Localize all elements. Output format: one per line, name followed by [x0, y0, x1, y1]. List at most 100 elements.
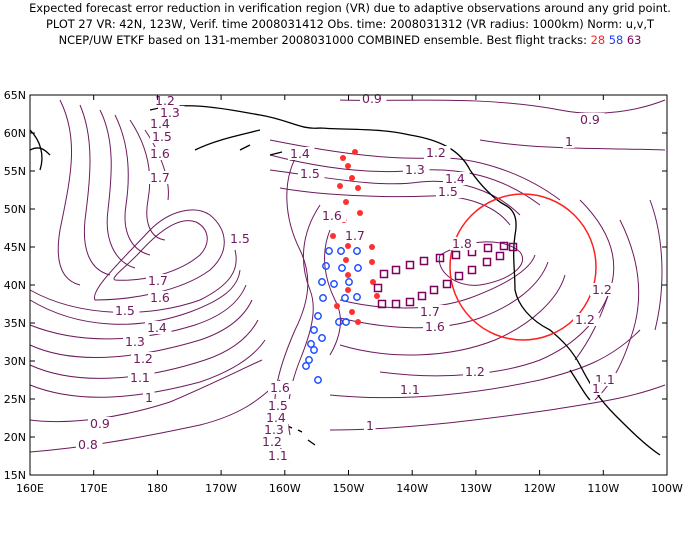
contour-label: 1.2: [133, 351, 153, 366]
contour-far-right-1: [649, 199, 663, 331]
contour-upper-left-1.5: [114, 114, 151, 256]
track-58-point: [319, 294, 327, 302]
track-28-point: [349, 175, 355, 181]
track-28-point: [369, 259, 375, 265]
track-63-point: [429, 285, 439, 295]
contour-label: 1.5: [300, 166, 320, 181]
contour-label: 1: [592, 381, 600, 396]
track-28-point: [355, 185, 361, 191]
contour-label: 1.6: [270, 380, 290, 395]
track-63-point: [435, 253, 445, 263]
contour-label-bg: [423, 320, 450, 333]
longitude-labels: 160E 170E 180 170W 160W 150W 140W 130W 120W 110W 1…: [16, 482, 683, 495]
contour-label: 1.6: [150, 290, 170, 305]
track-28-point: [340, 155, 346, 161]
contour-label: 1.7: [150, 170, 170, 185]
track-28-point: [345, 243, 351, 249]
longitude-label: 180: [147, 482, 168, 495]
track-63-point: [467, 265, 477, 275]
contour-label: 1: [565, 134, 573, 149]
latitude-label: 25N: [4, 393, 26, 406]
contour-label-bg: [563, 135, 575, 148]
contour-labels: 1.21.31.41.51.61.71.51.71.61.51.41.31.21…: [76, 91, 620, 463]
contour-label: 1.2: [592, 282, 612, 297]
contour-label-bg: [418, 305, 445, 318]
contour-label: 0.9: [580, 112, 600, 127]
aleutian-islands: [194, 129, 306, 161]
contour-label: 1.4: [266, 410, 286, 425]
contour-label: 1.4: [445, 171, 465, 186]
track-58-point: [310, 346, 318, 354]
coastline: [29, 105, 661, 456]
contour-label: 1.5: [230, 231, 250, 246]
track-58-points: [302, 247, 362, 384]
track-63-label: 63: [626, 33, 642, 47]
contour-label-bg: [146, 274, 173, 287]
contour-1.6-S: [287, 204, 321, 436]
latitude-label: 30N: [4, 355, 26, 368]
track-28-point: [345, 287, 351, 293]
longitude-label: 140W: [396, 482, 428, 495]
longitude-label: 170W: [205, 482, 237, 495]
contour-label-bg: [424, 146, 451, 159]
contour-label-bg: [436, 185, 463, 198]
contour-label: 1: [145, 390, 153, 405]
contour-label-bg: [150, 130, 177, 143]
contour-label-bg: [288, 147, 315, 160]
header-line-3-text: NCEP/UW ETKF based on 131-member 2008031…: [58, 33, 587, 47]
track-28-point: [334, 303, 340, 309]
latitude-label: 40N: [4, 279, 26, 292]
latitude-label: 55N: [4, 165, 26, 178]
contour-label-bg: [153, 94, 180, 107]
header-line-1: Expected forecast error reduction in ver…: [29, 1, 671, 15]
contour-label-bg: [148, 147, 175, 160]
track-63-points: [373, 241, 518, 309]
contour-label-bg: [148, 291, 175, 304]
latitude-label: 15N: [4, 469, 26, 482]
track-28-point: [343, 257, 349, 263]
header-line-3: NCEP/UW ETKF based on 131-member 2008031…: [0, 33, 700, 47]
longitude-label: 100W: [651, 482, 683, 495]
track-63-point: [451, 250, 461, 260]
track-58-point: [335, 318, 343, 326]
contour-label: 1.5: [115, 303, 135, 318]
contour-label-bg: [262, 423, 289, 436]
contour-upper-left-1.6: [129, 119, 166, 241]
contour-1-right: [329, 384, 666, 431]
latitude-label: 35N: [4, 317, 26, 330]
contour-label-bg: [264, 411, 291, 424]
kamchatka: [29, 129, 43, 171]
track-58-point: [318, 278, 326, 286]
contour-label-bg: [364, 419, 376, 432]
track-28-point: [349, 309, 355, 315]
track-63-point: [483, 243, 493, 253]
contour-1.6-loop: [94, 209, 225, 301]
contour-label: 1.8: [452, 236, 472, 251]
track-28-point: [369, 244, 375, 250]
contour-label: 1.1: [130, 370, 150, 385]
contour-label: 1.2: [465, 364, 485, 379]
track-63-point: [499, 241, 509, 251]
track-28-point: [330, 233, 336, 239]
contour-label-bg: [148, 171, 175, 184]
contour-label-bg: [76, 438, 103, 451]
track-58-point: [341, 294, 349, 302]
longitude-label: 110W: [587, 482, 619, 495]
contour-label-bg: [266, 399, 293, 412]
track-58-point: [338, 264, 346, 272]
verification-region-circle: [449, 193, 597, 341]
contour-label: 0.9: [362, 91, 382, 106]
contour-label-bg: [590, 382, 602, 395]
track-58-point: [307, 340, 315, 348]
contour-label-bg: [450, 237, 477, 250]
baja-coast: [569, 369, 591, 401]
contour-label-bg: [88, 417, 115, 430]
longitude-label: 130W: [460, 482, 492, 495]
track-28-point: [352, 149, 358, 155]
contour-label: 1.2: [575, 312, 595, 327]
contour-1.7-right: [339, 254, 536, 309]
track-63-point: [419, 256, 429, 266]
contour-1.7-S: [324, 229, 341, 356]
track-58-point: [310, 326, 318, 334]
